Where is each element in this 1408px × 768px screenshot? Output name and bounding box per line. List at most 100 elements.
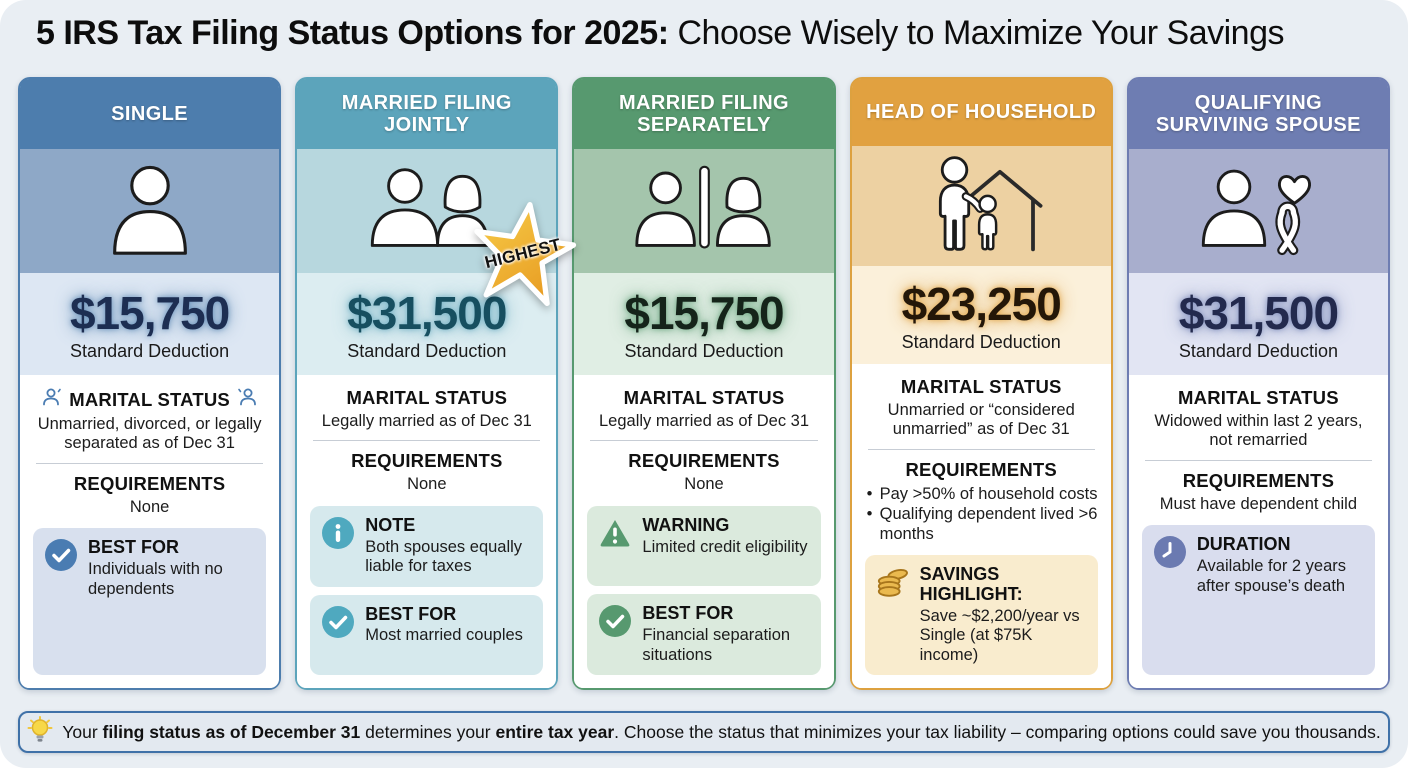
card-hoh-amount: $23,250 bbox=[901, 277, 1062, 330]
warning-callout: WARNING Limited credit eligibility bbox=[587, 505, 821, 587]
callout-title: BEST FOR bbox=[642, 603, 734, 624]
savings-highlight-callout: SAVINGS HIGHLIGHT: Save ~$2,200/year vs … bbox=[864, 555, 1098, 676]
requirements-text: Must have dependent child bbox=[1159, 494, 1358, 513]
card-single-amount: $15,750 bbox=[69, 287, 230, 339]
marital-status-text: Unmarried, divorced, or legally separate… bbox=[37, 415, 262, 453]
requirements-list: Pay >50% of household costs Qualifying d… bbox=[865, 484, 1098, 544]
callout-title: BEST FOR bbox=[365, 603, 457, 624]
requirement-item: Pay >50% of household costs bbox=[865, 484, 1098, 504]
requirements-label: REQUIREMENTS bbox=[351, 450, 503, 472]
best-for-callout: BEST FOR Financial separation situations bbox=[587, 594, 821, 675]
requirements-label: REQUIREMENTS bbox=[73, 472, 226, 494]
card-hoh-title: HEAD OF HOUSEHOLD bbox=[851, 79, 1111, 147]
marital-status-label: MARITAL STATUS bbox=[900, 375, 1062, 397]
card-mfj-amount-area: $31,500 Standard Deduction bbox=[297, 273, 557, 375]
marital-status-heading-row: MARITAL STATUS bbox=[33, 387, 266, 412]
marital-status-text: Legally married as of Dec 31 bbox=[598, 412, 810, 430]
page-title-bold: 5 IRS Tax Filing Status Options for 2025… bbox=[36, 14, 669, 52]
footer-note-text: Your filing status as of December 31 det… bbox=[62, 722, 1380, 743]
callouts: NOTE Both spouses equally liable for tax… bbox=[310, 505, 544, 675]
separated-couple-icon bbox=[624, 161, 784, 262]
marital-status-label: MARITAL STATUS bbox=[623, 387, 785, 408]
section-divider bbox=[867, 448, 1095, 450]
card-single: SINGLE $15,750 Standard Deduction bbox=[18, 77, 282, 690]
check-circle-icon bbox=[44, 538, 78, 572]
callouts: SAVINGS HIGHLIGHT: Save ~$2,200/year vs … bbox=[864, 555, 1098, 676]
parent-child-house-icon bbox=[906, 151, 1056, 260]
footer-text-segment: . Choose the status that minimizes your … bbox=[614, 721, 1381, 742]
lightbulb-icon bbox=[27, 715, 53, 749]
requirements-label: REQUIREMENTS bbox=[1182, 469, 1335, 491]
callout-content: NOTE Both spouses equally liable for tax… bbox=[365, 514, 532, 577]
marital-status-label: MARITAL STATUS bbox=[346, 387, 508, 408]
requirements-label: REQUIREMENTS bbox=[628, 450, 780, 472]
card-single-icon-band bbox=[20, 149, 280, 273]
callout-title: NOTE bbox=[365, 514, 416, 535]
card-mfs-icon-band bbox=[574, 149, 834, 273]
card-qss-icon-band bbox=[1128, 149, 1389, 273]
status-cards-row: SINGLE $15,750 Standard Deduction bbox=[18, 77, 1391, 690]
callout-content: BEST FOR Most married couples bbox=[365, 603, 523, 646]
requirement-item: Qualifying dependent lived >6 months bbox=[865, 504, 1098, 544]
callout-title: WARNING bbox=[642, 514, 730, 535]
callout-title: DURATION bbox=[1196, 534, 1291, 555]
card-mfs-title: MARRIED FILING SEPARATELY bbox=[574, 79, 834, 149]
footer-text-segment: Your bbox=[62, 721, 103, 742]
page-title-regular: Choose Wisely to Maximize Your Savings bbox=[668, 14, 1284, 52]
card-married-filing-jointly: HIGHEST MARRIED FILING JOINTLY $31,500 S… bbox=[295, 77, 577, 690]
marital-status-text: Widowed within last 2 years, not remarri… bbox=[1154, 412, 1363, 450]
card-single-amount-area: $15,750 Standard Deduction bbox=[20, 273, 280, 375]
note-callout: NOTE Both spouses equally liable for tax… bbox=[310, 505, 544, 587]
check-circle-icon bbox=[321, 605, 355, 639]
single-person-icon bbox=[98, 159, 202, 264]
marital-status-text: Unmarried or “considered unmarried” as o… bbox=[887, 400, 1075, 439]
footer-text-segment-bold: entire tax year bbox=[495, 721, 615, 742]
card-qss-amount-area: $31,500 Standard Deduction bbox=[1128, 273, 1389, 375]
card-married-filing-separately: MARRIED FILING SEPARATELY $15,750 Standa… bbox=[572, 77, 836, 690]
footer-text-segment-bold: filing status as of December 31 bbox=[102, 721, 361, 742]
callout-text: Most married couples bbox=[365, 626, 523, 645]
requirements-text: None bbox=[129, 497, 170, 516]
card-mfs-amount-area: $15,750 Standard Deduction bbox=[574, 273, 834, 375]
person-outline-icon bbox=[237, 387, 257, 412]
card-hoh-body: MARITAL STATUS Unmarried or “considered … bbox=[851, 363, 1111, 689]
card-single-title: SINGLE bbox=[20, 79, 280, 149]
callout-content: WARNING Limited credit eligibility bbox=[642, 514, 808, 557]
section-divider bbox=[313, 440, 541, 442]
callout-text: Individuals with no dependents bbox=[88, 560, 223, 598]
duration-callout: DURATION Available for 2 years after spo… bbox=[1141, 525, 1376, 675]
callout-text: Limited credit eligibility bbox=[642, 537, 808, 556]
card-mfj-body: MARITAL STATUS Legally married as of Dec… bbox=[297, 375, 557, 688]
callout-text: Financial separation situations bbox=[642, 626, 791, 664]
callouts: DURATION Available for 2 years after spo… bbox=[1141, 525, 1376, 675]
highest-badge: HIGHEST bbox=[470, 201, 577, 307]
clock-icon bbox=[1153, 535, 1187, 569]
card-single-body: MARITAL STATUS Unmarried, divorced, or l… bbox=[20, 375, 280, 688]
requirements-text: None bbox=[684, 475, 724, 494]
best-for-callout: BEST FOR Individuals with no dependents bbox=[33, 528, 267, 675]
card-head-of-household: HEAD OF HOUSEHOLD $23,250 bbox=[849, 77, 1113, 690]
card-mfj-title: MARRIED FILING JOINTLY bbox=[297, 79, 557, 149]
card-mfs-body: MARITAL STATUS Legally married as of Dec… bbox=[574, 375, 834, 688]
section-divider bbox=[590, 440, 818, 442]
coins-icon bbox=[876, 565, 910, 599]
card-mfs-amount-label: Standard Deduction bbox=[624, 341, 784, 361]
card-hoh-amount-area: $23,250 Standard Deduction bbox=[851, 265, 1111, 364]
card-qss-amount: $31,500 bbox=[1178, 287, 1339, 339]
person-outline-icon bbox=[42, 387, 62, 412]
card-mfj-amount-label: Standard Deduction bbox=[347, 341, 507, 361]
star-icon bbox=[470, 202, 577, 311]
callout-content: SAVINGS HIGHLIGHT: Save ~$2,200/year vs … bbox=[920, 564, 1087, 665]
card-qss-amount-label: Standard Deduction bbox=[1178, 341, 1338, 361]
card-single-amount-label: Standard Deduction bbox=[70, 341, 230, 361]
card-hoh-icon-band bbox=[851, 146, 1111, 266]
requirements-text: None bbox=[407, 475, 447, 494]
card-hoh-amount-label: Standard Deduction bbox=[901, 331, 1061, 352]
married-couple-icon bbox=[352, 161, 502, 262]
survivor-heart-ribbon-icon bbox=[1183, 161, 1333, 262]
best-for-callout: BEST FOR Most married couples bbox=[310, 594, 544, 675]
section-divider bbox=[1144, 459, 1373, 461]
callouts: WARNING Limited credit eligibility BEST … bbox=[587, 505, 821, 675]
requirements-label: REQUIREMENTS bbox=[905, 458, 1057, 480]
